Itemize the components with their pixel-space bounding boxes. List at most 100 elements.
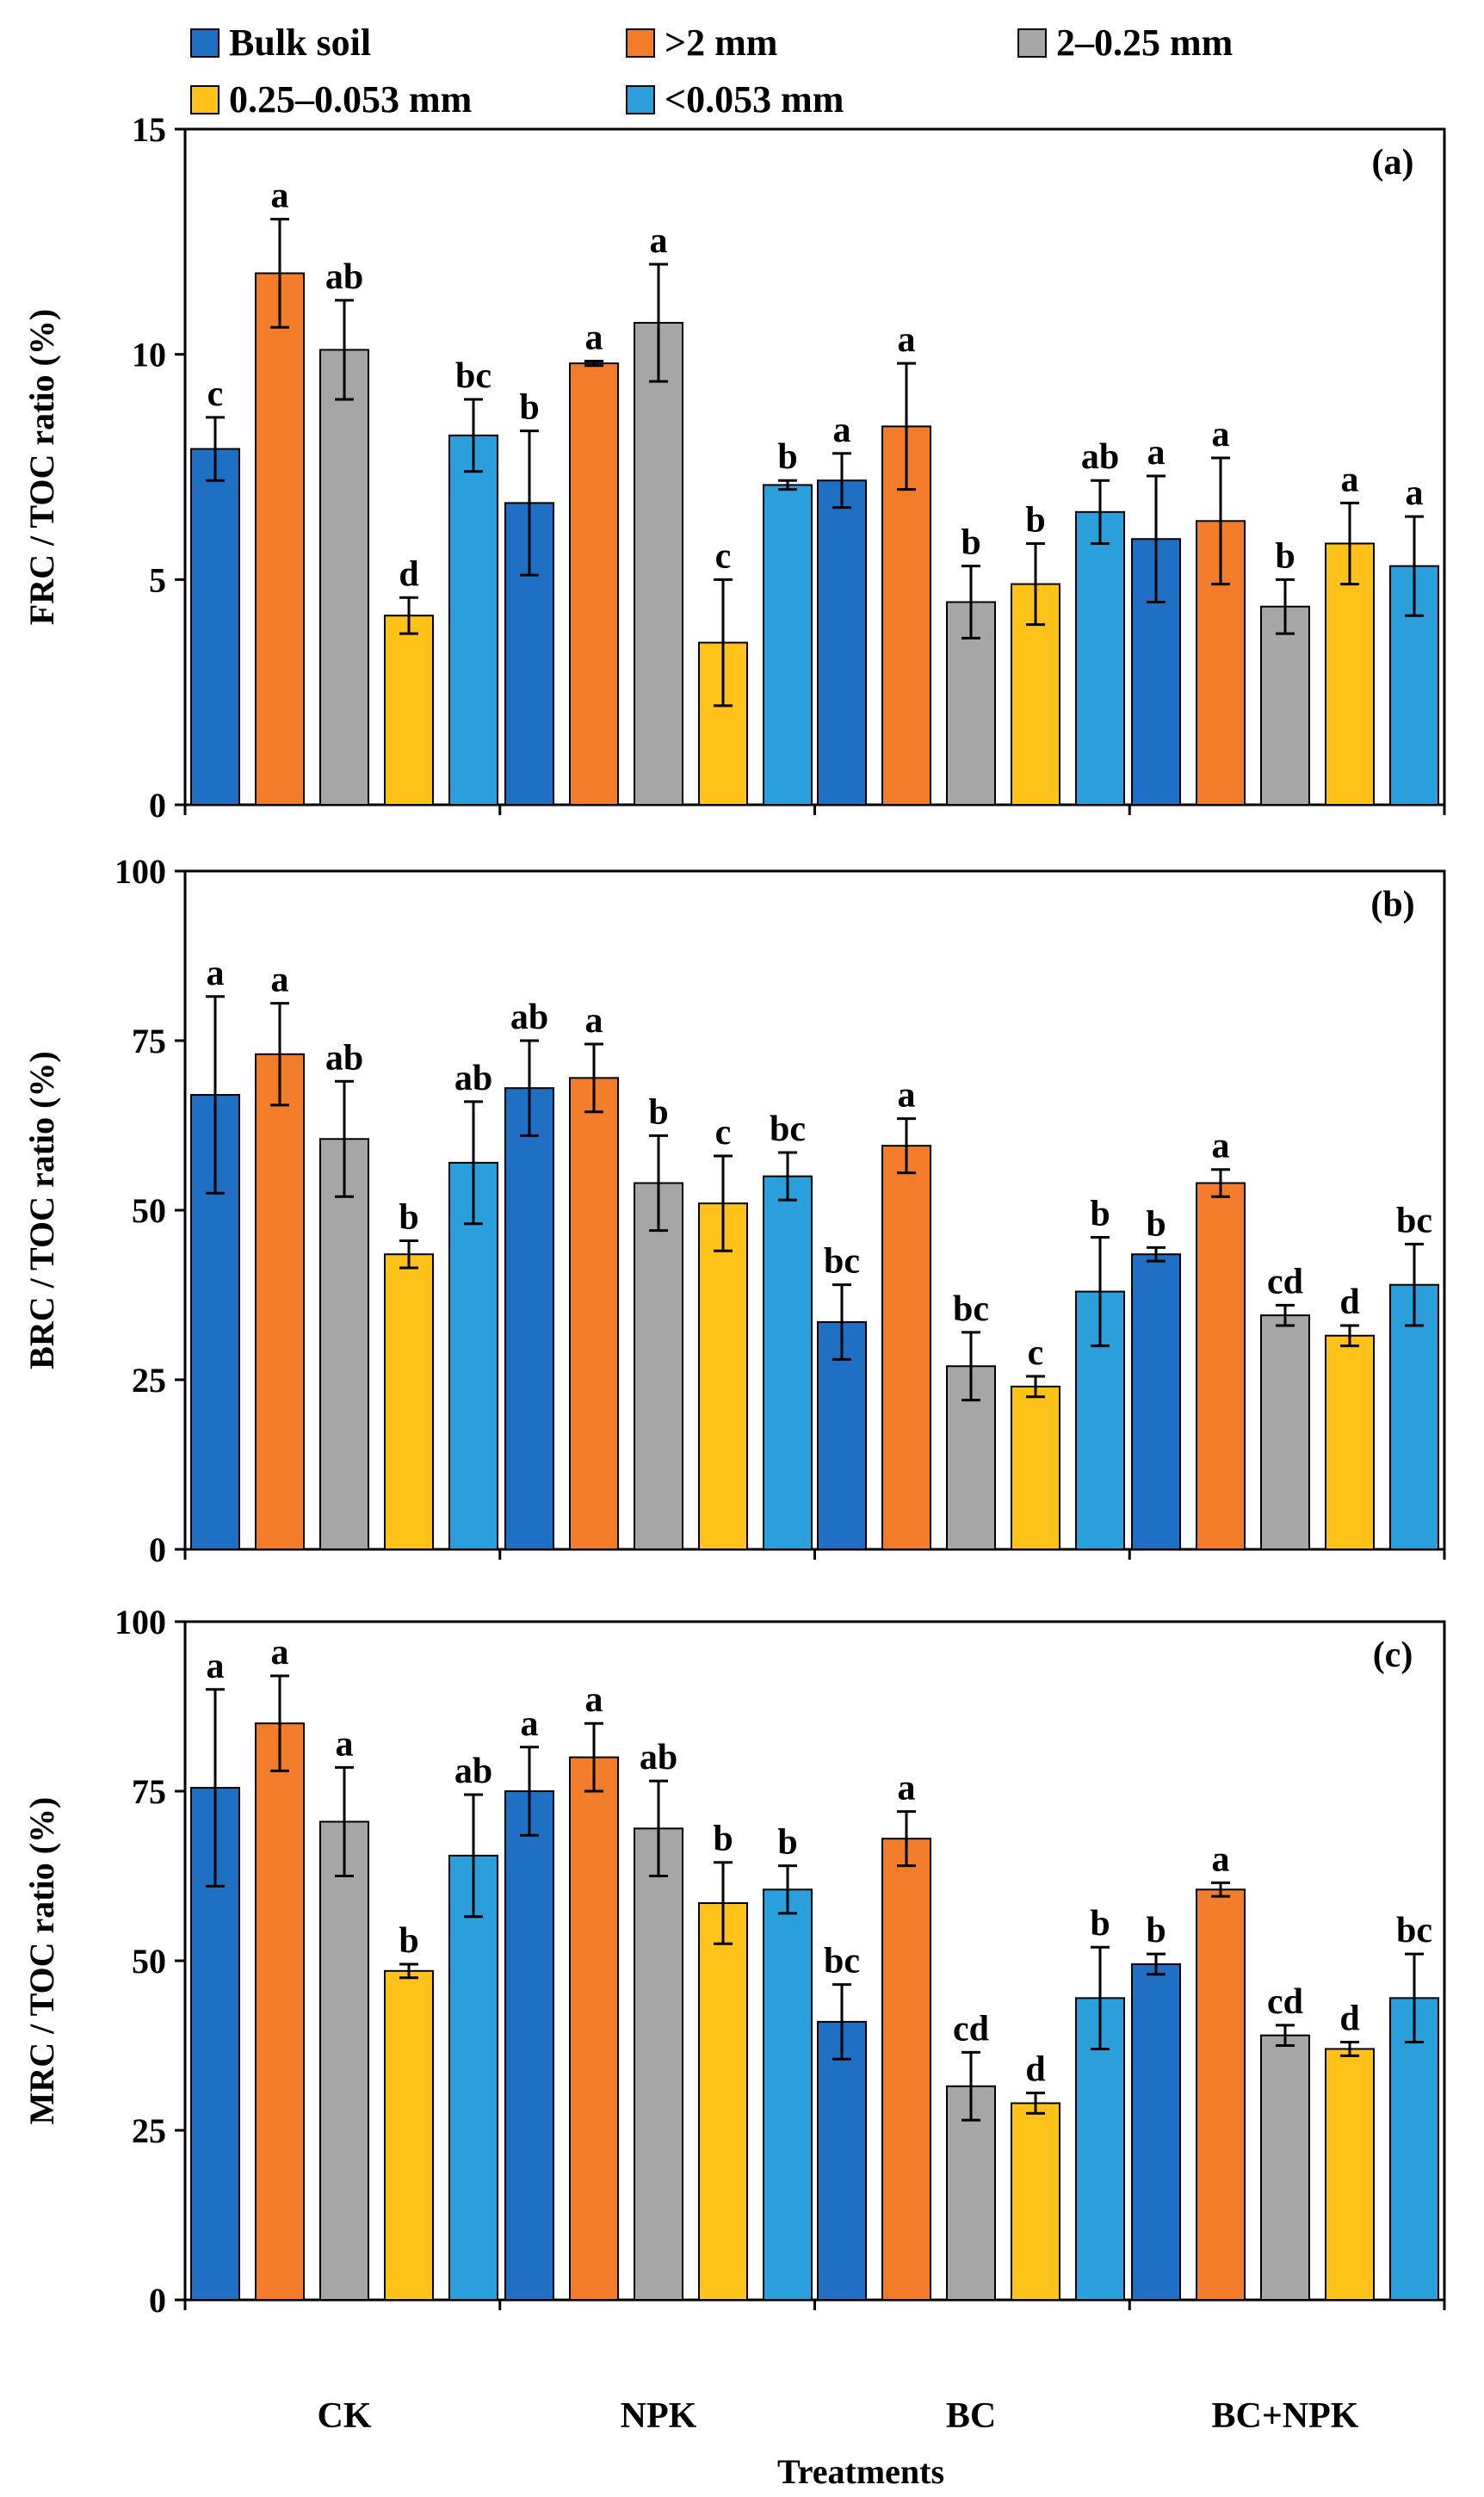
bar [448, 434, 498, 806]
bar [569, 1756, 619, 2301]
significance-letter: a [271, 176, 289, 216]
significance-letter: ab [640, 1738, 677, 1777]
legend-label: 0.25–0.053 mm [229, 78, 472, 121]
significance-letter: ab [454, 1752, 492, 1791]
significance-letter: b [1090, 1195, 1110, 1234]
legend-label: >2 mm [665, 22, 777, 64]
significance-letter: c [715, 536, 732, 576]
bar [634, 322, 683, 806]
bar [763, 1888, 813, 2301]
y-tick-label: 25 [132, 2111, 166, 2150]
y-tick-label: 25 [132, 1361, 166, 1400]
significance-letter: bc [455, 356, 492, 396]
bar [1389, 1997, 1439, 2302]
y-tick-label: 100 [114, 852, 166, 891]
y-tick-label: 75 [132, 1772, 166, 1811]
bar [946, 2085, 996, 2302]
significance-letter: a [336, 1724, 354, 1764]
bar [634, 1182, 683, 1550]
legend-swatch [626, 85, 655, 114]
y-tick-label: 5 [149, 560, 166, 599]
bar [384, 1969, 434, 2302]
bar [1260, 605, 1310, 806]
bar [504, 1087, 554, 1551]
y-tick-label: 0 [149, 1530, 166, 1569]
significance-letter: a [1341, 460, 1359, 499]
bar [763, 1175, 813, 1550]
panel-label: (c) [1373, 1635, 1413, 1675]
bar [1325, 1334, 1375, 1551]
bar [1131, 1253, 1181, 1550]
category-label: NPK [621, 2396, 697, 2436]
significance-letter: b [1090, 1904, 1110, 1944]
bar [569, 1077, 619, 1550]
significance-letter: a [521, 1704, 539, 1744]
significance-letter: ab [1081, 437, 1119, 477]
significance-letter: ab [325, 1038, 363, 1078]
legend-swatch [1017, 28, 1047, 58]
significance-letter: a [1212, 1839, 1230, 1879]
category-label: BC [946, 2396, 996, 2436]
y-axis-title: MRC / TOC ratio (%) [22, 1797, 61, 2125]
legend-swatch [626, 28, 655, 58]
y-tick-label: 100 [114, 1603, 166, 1641]
significance-letter: cd [1267, 1982, 1303, 2022]
y-tick-label: 50 [132, 1942, 166, 1981]
y-tick-label: 15 [132, 110, 166, 149]
bar [698, 641, 748, 806]
significance-letter: b [713, 1820, 733, 1859]
significance-letter: ab [510, 998, 548, 1037]
significance-letter: b [1146, 1911, 1166, 1950]
significance-letter: bc [953, 1289, 989, 1329]
bar [448, 1161, 498, 1550]
significance-letter: d [1025, 2050, 1045, 2090]
significance-letter: a [1406, 473, 1424, 513]
significance-letter: b [399, 1197, 418, 1237]
significance-letter: bc [770, 1109, 806, 1149]
bar [190, 448, 240, 806]
bar [255, 272, 305, 806]
bar [569, 362, 619, 806]
significance-letter: b [777, 437, 797, 477]
y-tick-label: 10 [132, 336, 166, 374]
bar [634, 1827, 683, 2302]
panel-label: (a) [1372, 143, 1414, 182]
significance-letter: bc [1396, 1201, 1432, 1240]
bar [817, 479, 867, 806]
significance-letter: cd [1267, 1262, 1303, 1301]
significance-letter: b [1025, 500, 1045, 540]
bar [763, 484, 813, 807]
x-axis-title: Treatments [777, 2452, 944, 2491]
significance-letter: bc [824, 1942, 860, 1981]
significance-letter: b [777, 1823, 797, 1863]
plot-frame [183, 127, 1446, 807]
significance-letter: c [715, 1113, 732, 1153]
bar [1325, 542, 1375, 806]
bar [698, 1902, 748, 2302]
significance-letter: a [898, 1769, 916, 1808]
bar [319, 349, 369, 806]
bar [255, 1053, 305, 1550]
significance-letter: a [898, 320, 916, 360]
legend-label: <0.053 mm [665, 78, 844, 121]
bar [319, 1820, 369, 2301]
bar [817, 2020, 867, 2301]
panel-label: (b) [1370, 885, 1414, 924]
bar [1075, 510, 1125, 806]
y-axis-title: FRC / TOC ratio (%) [22, 309, 61, 625]
significance-letter: a [207, 954, 225, 993]
bar [255, 1722, 305, 2301]
significance-letter: d [1339, 1999, 1359, 2039]
plot-frame [183, 869, 1446, 1551]
significance-letter: d [399, 554, 418, 594]
plot-frame [183, 1620, 1446, 2302]
significance-letter: a [585, 318, 603, 358]
significance-letter: b [399, 1921, 418, 1961]
bar [384, 615, 434, 807]
bar [1260, 1314, 1310, 1550]
bar [504, 1790, 554, 2301]
y-tick-label: 50 [132, 1191, 166, 1230]
